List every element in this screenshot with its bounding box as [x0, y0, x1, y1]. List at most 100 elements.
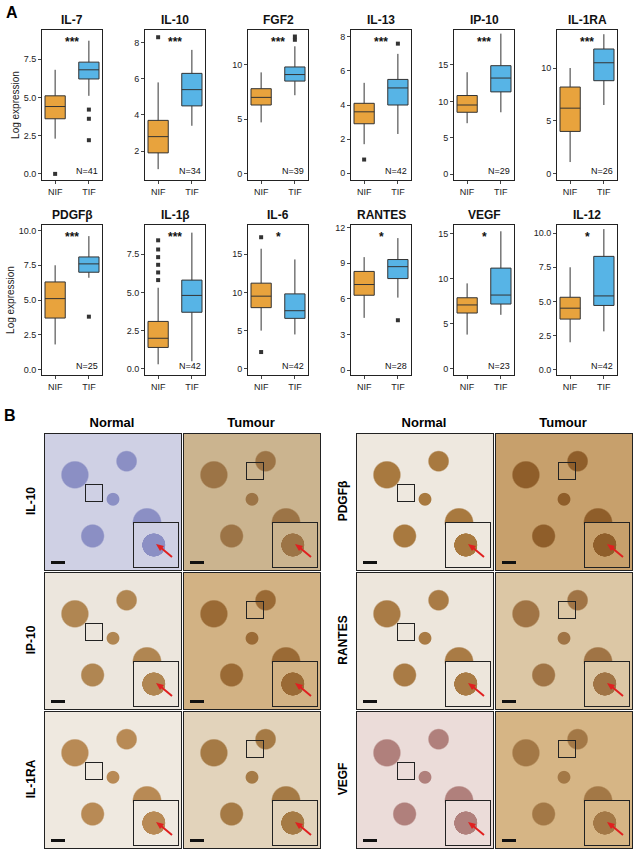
svg-text:TIF: TIF — [597, 382, 611, 392]
svg-text:NIF: NIF — [563, 187, 578, 197]
svg-text:N=28: N=28 — [385, 361, 407, 371]
svg-text:2.5: 2.5 — [24, 131, 37, 141]
svg-text:***: *** — [271, 35, 285, 49]
svg-text:RANTES: RANTES — [357, 208, 406, 222]
svg-text:NIF: NIF — [254, 187, 269, 197]
svg-text:7.5: 7.5 — [24, 260, 37, 270]
svg-text:10: 10 — [438, 97, 448, 107]
svg-text:NIF: NIF — [151, 187, 166, 197]
svg-text:N=29: N=29 — [488, 166, 510, 176]
svg-text:5.0: 5.0 — [24, 295, 37, 305]
svg-text:0: 0 — [340, 168, 345, 178]
svg-text:NIF: NIF — [357, 187, 372, 197]
svg-text:15: 15 — [232, 249, 242, 259]
svg-text:9: 9 — [340, 258, 345, 268]
svg-text:Log expression: Log expression — [5, 266, 16, 334]
svg-text:5.0: 5.0 — [24, 93, 37, 103]
svg-text:Log expression: Log expression — [10, 71, 21, 139]
svg-text:NIF: NIF — [254, 382, 269, 392]
svg-text:TIF: TIF — [391, 187, 405, 197]
svg-text:2: 2 — [340, 134, 345, 144]
svg-text:N=42: N=42 — [385, 166, 407, 176]
svg-text:4: 4 — [134, 110, 139, 120]
svg-text:TIF: TIF — [494, 382, 508, 392]
svg-text:5: 5 — [237, 326, 242, 336]
svg-text:NIF: NIF — [151, 382, 166, 392]
svg-text:TIF: TIF — [391, 382, 405, 392]
svg-text:4: 4 — [340, 100, 345, 110]
svg-text:2.5: 2.5 — [24, 330, 37, 340]
svg-text:10: 10 — [232, 288, 242, 298]
svg-text:5.0: 5.0 — [127, 288, 140, 298]
svg-text:N=42: N=42 — [282, 361, 304, 371]
svg-text:3: 3 — [340, 330, 345, 340]
svg-text:0: 0 — [237, 169, 242, 179]
svg-text:TIF: TIF — [185, 187, 199, 197]
svg-text:10: 10 — [232, 60, 242, 70]
svg-text:10.0: 10.0 — [534, 228, 552, 238]
svg-text:***: *** — [374, 35, 388, 49]
svg-text:0.0: 0.0 — [127, 364, 140, 374]
svg-text:***: *** — [580, 35, 594, 49]
svg-text:10: 10 — [541, 63, 551, 73]
svg-text:NIF: NIF — [48, 187, 63, 197]
svg-text:TIF: TIF — [494, 187, 508, 197]
svg-text:7.5: 7.5 — [24, 54, 37, 64]
svg-text:N=25: N=25 — [76, 361, 98, 371]
svg-text:5: 5 — [443, 319, 448, 329]
svg-text:N=34: N=34 — [179, 166, 201, 176]
svg-text:5.0: 5.0 — [539, 297, 552, 307]
svg-text:VEGF: VEGF — [468, 208, 501, 222]
svg-text:IL-13: IL-13 — [367, 13, 395, 27]
svg-text:7.5: 7.5 — [127, 249, 140, 259]
svg-text:N=39: N=39 — [282, 166, 304, 176]
svg-text:8: 8 — [340, 32, 345, 42]
svg-text:0.0: 0.0 — [24, 169, 37, 179]
svg-text:NIF: NIF — [460, 187, 475, 197]
svg-text:0: 0 — [443, 364, 448, 374]
svg-text:A: A — [6, 4, 18, 21]
svg-text:0: 0 — [237, 364, 242, 374]
svg-text:2: 2 — [134, 146, 139, 156]
svg-text:N=41: N=41 — [76, 166, 98, 176]
svg-text:NIF: NIF — [357, 382, 372, 392]
svg-text:***: *** — [168, 35, 182, 49]
svg-text:5: 5 — [237, 114, 242, 124]
svg-text:TIF: TIF — [288, 187, 302, 197]
svg-text:10: 10 — [438, 274, 448, 284]
svg-text:FGF2: FGF2 — [263, 13, 294, 27]
svg-text:***: *** — [168, 230, 182, 244]
svg-text:7.5: 7.5 — [539, 262, 552, 272]
svg-text:0: 0 — [546, 169, 551, 179]
svg-text:*: * — [379, 230, 384, 244]
svg-text:0.0: 0.0 — [24, 365, 37, 375]
svg-text:8: 8 — [134, 38, 139, 48]
svg-text:NIF: NIF — [460, 382, 475, 392]
svg-text:NIF: NIF — [48, 382, 63, 392]
svg-text:15: 15 — [438, 229, 448, 239]
svg-text:6: 6 — [340, 294, 345, 304]
svg-text:***: *** — [65, 230, 79, 244]
svg-text:N=42: N=42 — [591, 361, 613, 371]
svg-text:12: 12 — [335, 223, 345, 233]
svg-text:0: 0 — [443, 169, 448, 179]
svg-text:***: *** — [477, 35, 491, 49]
svg-text:2.5: 2.5 — [539, 331, 552, 341]
svg-text:N=42: N=42 — [179, 361, 201, 371]
svg-text:IL-6: IL-6 — [267, 208, 289, 222]
svg-text:0.0: 0.0 — [539, 365, 552, 375]
svg-text:*: * — [276, 230, 281, 244]
svg-text:IL-12: IL-12 — [573, 208, 601, 222]
svg-text:IL-1RA: IL-1RA — [568, 13, 607, 27]
svg-text:***: *** — [65, 35, 79, 49]
svg-text:6: 6 — [340, 66, 345, 76]
svg-text:IL-7: IL-7 — [61, 13, 83, 27]
svg-text:TIF: TIF — [597, 187, 611, 197]
svg-text:*: * — [482, 230, 487, 244]
svg-text:N=26: N=26 — [591, 166, 613, 176]
svg-text:N=23: N=23 — [488, 361, 510, 371]
svg-text:PDGFβ: PDGFβ — [52, 208, 93, 222]
svg-text:6: 6 — [134, 74, 139, 84]
svg-text:*: * — [585, 230, 590, 244]
svg-text:5: 5 — [546, 116, 551, 126]
